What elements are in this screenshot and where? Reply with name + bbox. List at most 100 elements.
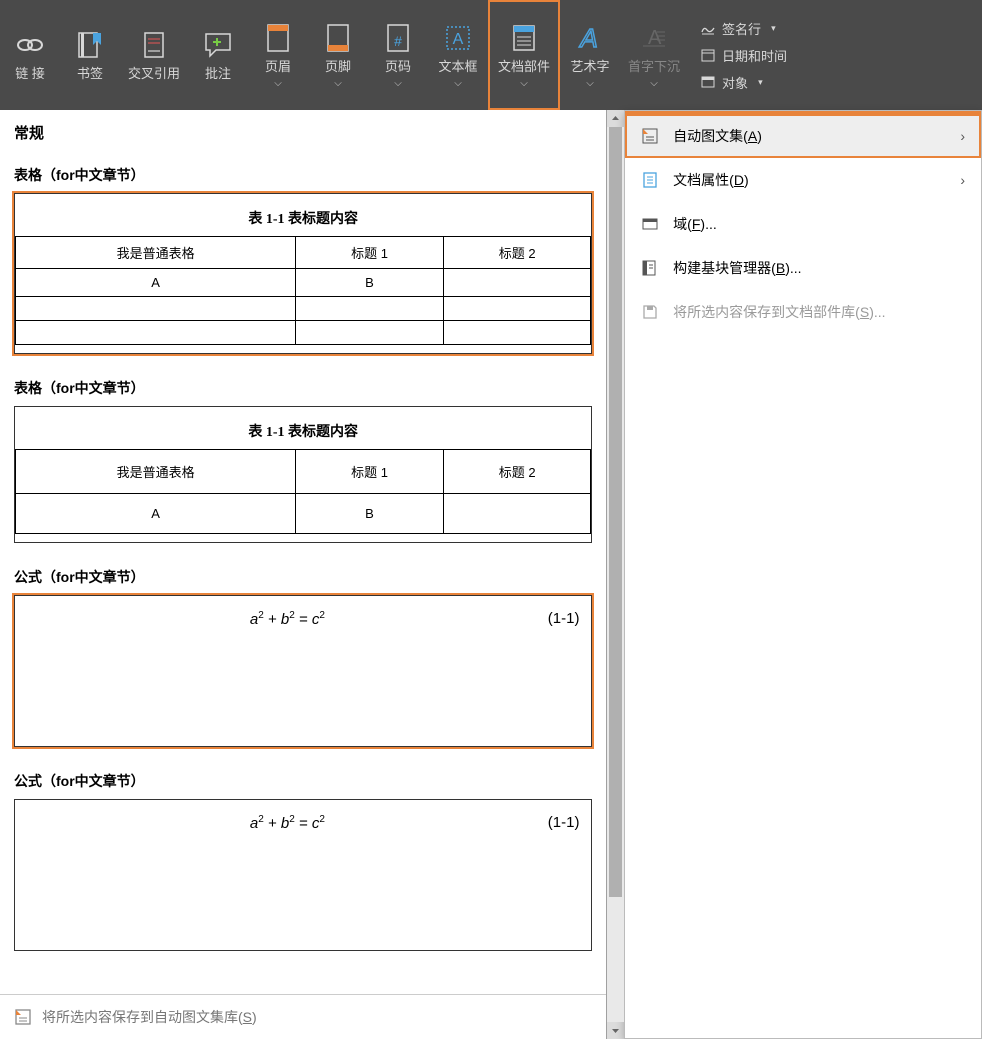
ribbon-pagenum[interactable]: # 页码 ⌵ [368,0,428,110]
svg-text:A: A [453,31,464,48]
chevron-down-icon: ⌵ [650,78,658,89]
ribbon-dropcap: A 首字下沉 ⌵ [620,0,688,110]
object-icon [700,74,716,90]
dd-label: 自动图文集(A) [673,126,762,146]
eq-number: (1-1) [548,610,580,628]
label: 日期和时间 [722,46,787,65]
calendar-icon [700,47,716,63]
label: 对象 [722,73,748,92]
scroll-down[interactable] [607,1022,624,1039]
scroll-thumb[interactable] [609,127,622,897]
save-icon [641,303,659,321]
side-object[interactable]: 对象 ▾ [696,71,791,94]
blocks-icon [641,259,659,277]
link-icon [13,28,47,62]
gallery-item-formula-0[interactable]: a2 + b2 = c2 (1-1) [14,595,592,747]
ribbon: 链 接 书签 交叉引用 批注 页眉 ⌵ 页脚 ⌵ # 页码 ⌵ A 文本框 ⌵ … [0,0,982,110]
item-header-2: 公式（for中文章节） [0,555,606,595]
dropcap-icon: A [637,21,671,55]
chevron-right-icon: › [960,128,965,144]
gallery-item-formula-1[interactable]: a2 + b2 = c2 (1-1) [14,799,592,951]
scroll-up[interactable] [607,110,624,127]
chevron-down-icon: ⌵ [334,78,342,89]
gallery-item-table-1[interactable]: 表 1-1 表标题内容 我是普通表格标题 1标题 2 AB [14,406,592,543]
chevron-down-icon: ⌵ [274,78,282,89]
footer-label: 将所选内容保存到自动图文集库(S) [42,1007,257,1027]
comment-icon [201,28,235,62]
gallery-item-table-0[interactable]: 表 1-1 表标题内容 我是普通表格标题 1标题 2 AB [14,193,592,354]
dd-label: 构建基块管理器(B)... [673,258,801,278]
table-title: 表 1-1 表标题内容 [15,208,591,228]
chevron-down-icon: ⌵ [454,78,462,89]
header-icon [261,21,295,55]
scroll-track[interactable] [607,127,624,1022]
label: 文档部件 [498,59,550,75]
label: 页码 [385,59,411,75]
ribbon-bookmark[interactable]: 书签 [60,0,120,110]
preview-table: 我是普通表格标题 1标题 2 AB [15,449,591,534]
eq-number: (1-1) [548,814,580,832]
item-header-1: 表格（for中文章节） [0,366,606,406]
wordart-icon: A [573,21,607,55]
side-datetime[interactable]: 日期和时间 [696,44,791,67]
label: 文本框 [439,59,478,75]
docprop-icon [641,171,659,189]
dd-label: 将所选内容保存到文档部件库(S)... [673,302,885,322]
equation: a2 + b2 = c2 [250,610,325,628]
ribbon-crossref[interactable]: 交叉引用 [120,0,188,110]
ribbon-side: 签名行 ▾ 日期和时间 对象 ▾ [688,0,799,110]
footer-icon [321,21,355,55]
chevron-right-icon: › [960,172,965,188]
autotext-save-icon [14,1008,32,1026]
gallery-scroll: 常规 表格（for中文章节） 表 1-1 表标题内容 我是普通表格标题 1标题 … [0,110,606,994]
dd-field[interactable]: 域(F)... [625,202,981,246]
formula-row: a2 + b2 = c2 (1-1) [15,814,591,832]
table-title: 表 1-1 表标题内容 [15,421,591,441]
quickparts-icon [507,21,541,55]
preview-table: 我是普通表格标题 1标题 2 AB [15,236,591,345]
dd-blocks[interactable]: 构建基块管理器(B)... [625,246,981,290]
label: 签名行 [722,19,761,38]
chevron-down-icon: ⌵ [394,78,402,89]
label: 首字下沉 [628,59,680,75]
autotext-icon [641,127,659,145]
section-header: 常规 [0,110,606,153]
label: 链 接 [15,66,45,82]
formula-row: a2 + b2 = c2 (1-1) [15,610,591,628]
textbox-icon: A [441,21,475,55]
side-signature[interactable]: 签名行 ▾ [696,17,791,40]
save-to-autotext[interactable]: 将所选内容保存到自动图文集库(S) [0,994,606,1039]
ribbon-comment[interactable]: 批注 [188,0,248,110]
chevron-down-icon: ▾ [771,23,776,34]
dd-docprop[interactable]: 文档属性(D) › [625,158,981,202]
label: 书签 [77,66,103,82]
item-header-3: 公式（for中文章节） [0,759,606,799]
svg-text:A: A [578,23,597,53]
signature-icon [700,20,716,36]
quickparts-dropdown: 自动图文集(A) › 文档属性(D) › 域(F)... 构建基块管理器(B).… [624,110,982,1039]
dd-save: 将所选内容保存到文档部件库(S)... [625,290,981,334]
ribbon-link[interactable]: 链 接 [0,0,60,110]
gallery-pane: 常规 表格（for中文章节） 表 1-1 表标题内容 我是普通表格标题 1标题 … [0,110,607,1039]
label: 批注 [205,66,231,82]
bookmark-icon [73,28,107,62]
crossref-icon [137,28,171,62]
label: 页脚 [325,59,351,75]
dd-autotext[interactable]: 自动图文集(A) › [625,114,981,158]
ribbon-quickparts[interactable]: 文档部件 ⌵ [488,0,560,110]
ribbon-wordart[interactable]: A 艺术字 ⌵ [560,0,620,110]
pagenum-icon: # [381,21,415,55]
chevron-down-icon: ▾ [758,77,763,88]
scrollbar[interactable] [607,110,624,1039]
item-header-0: 表格（for中文章节） [0,153,606,193]
label: 艺术字 [571,59,610,75]
ribbon-textbox[interactable]: A 文本框 ⌵ [428,0,488,110]
dd-label: 文档属性(D) [673,170,748,190]
ribbon-footer[interactable]: 页脚 ⌵ [308,0,368,110]
svg-text:#: # [394,33,402,49]
equation: a2 + b2 = c2 [250,814,325,832]
chevron-down-icon: ⌵ [520,78,528,89]
ribbon-header[interactable]: 页眉 ⌵ [248,0,308,110]
chevron-down-icon: ⌵ [586,78,594,89]
label: 页眉 [265,59,291,75]
